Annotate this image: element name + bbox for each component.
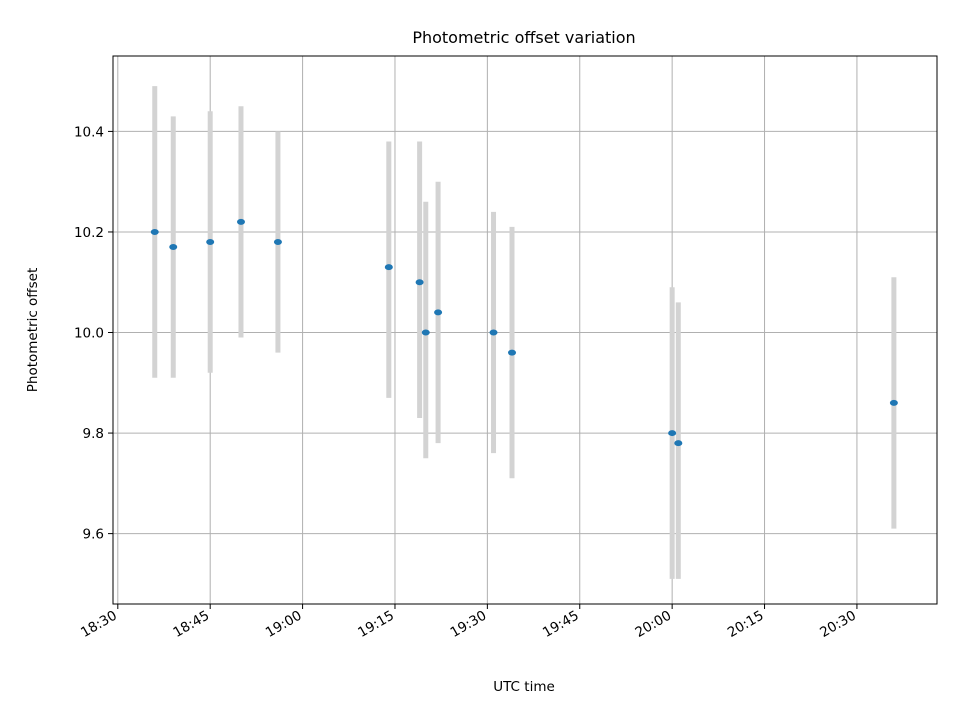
data-point xyxy=(415,279,424,286)
x-tick-label: 19:00 xyxy=(263,608,305,641)
x-tick-label: 18:30 xyxy=(78,608,120,641)
data-point xyxy=(489,329,498,336)
data-point xyxy=(508,349,517,356)
grid xyxy=(113,56,937,604)
data-point xyxy=(434,309,443,316)
x-tick-label: 20:30 xyxy=(817,608,859,641)
x-tick-label: 18:45 xyxy=(170,608,212,641)
y-tick-label: 9.8 xyxy=(83,426,104,442)
data-point xyxy=(889,399,898,406)
y-tick-label: 9.6 xyxy=(83,527,104,543)
chart-title: Photometric offset variation xyxy=(412,28,635,47)
data-points xyxy=(150,218,898,447)
data-point xyxy=(206,239,215,246)
data-point xyxy=(421,329,430,336)
y-tick-label: 10.0 xyxy=(74,326,104,342)
data-point xyxy=(236,218,245,225)
y-tick-label: 10.4 xyxy=(74,124,104,140)
data-point xyxy=(384,264,393,271)
y-axis-ticks: 9.6 9.8 10.0 10.2 10.4 xyxy=(74,124,113,543)
x-tick-label: 19:45 xyxy=(540,608,582,641)
x-axis-ticks: 18:30 18:45 19:00 19:15 19:30 19:45 20:00 20:15… xyxy=(78,604,859,641)
plot-frame xyxy=(112,55,938,605)
data-point xyxy=(150,228,159,235)
x-axis-label: UTC time xyxy=(493,679,555,695)
data-point xyxy=(273,239,282,246)
data-point xyxy=(169,244,178,251)
x-tick-label: 20:15 xyxy=(725,608,767,641)
x-tick-label: 19:15 xyxy=(355,608,397,641)
x-tick-label: 19:30 xyxy=(448,608,490,641)
y-axis-label: Photometric offset xyxy=(25,268,41,392)
data-point xyxy=(668,430,677,437)
data-point xyxy=(674,440,683,447)
y-tick-label: 10.2 xyxy=(74,225,104,241)
x-tick-label: 20:00 xyxy=(632,608,674,641)
